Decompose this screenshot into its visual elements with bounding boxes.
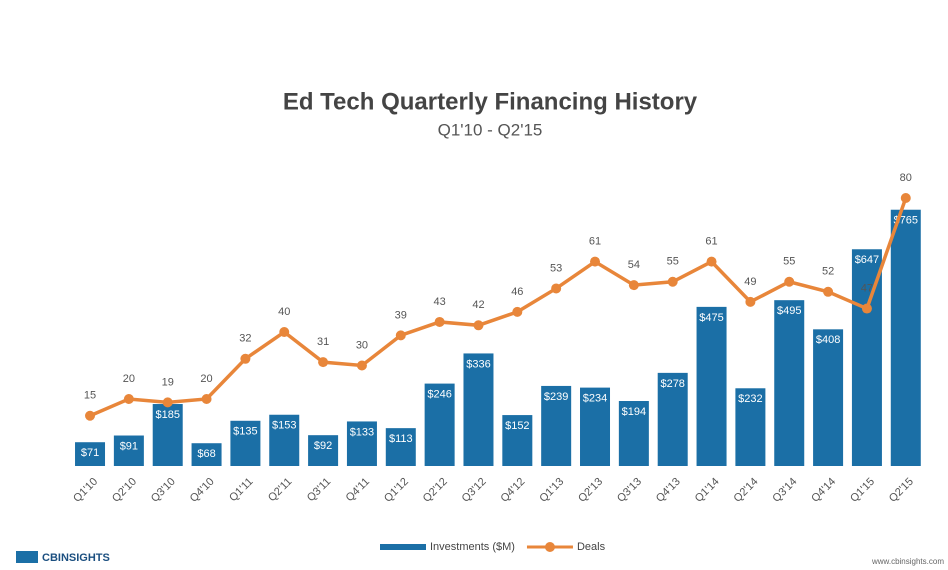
deals-label: 46 <box>511 286 523 298</box>
bar <box>191 443 222 466</box>
bar-value-label: $71 <box>81 447 99 459</box>
bar <box>308 435 339 466</box>
bar <box>851 249 882 466</box>
bar <box>580 387 611 466</box>
bar <box>75 442 106 466</box>
deals-label: 55 <box>783 256 795 268</box>
deals-point <box>861 303 872 314</box>
deals-point <box>85 410 96 421</box>
deals-point <box>162 397 173 408</box>
bar-value-label: $113 <box>389 433 413 445</box>
deals-label: 61 <box>705 236 717 248</box>
deals-label: 43 <box>434 296 446 308</box>
bar-value-label: $135 <box>233 426 257 438</box>
deals-point <box>201 394 212 404</box>
bar <box>463 353 494 466</box>
bar <box>890 209 921 466</box>
bar-value-label: $153 <box>272 420 296 432</box>
bar <box>269 414 300 466</box>
deals-label: 15 <box>84 390 96 402</box>
bar-value-label: $68 <box>197 448 215 460</box>
bar-value-label: $475 <box>699 312 723 324</box>
bar <box>424 383 455 466</box>
bar-value-label: $239 <box>544 391 568 403</box>
deals-point <box>706 256 717 267</box>
bar-value-label: $278 <box>660 378 684 390</box>
bar-value-label: $133 <box>350 426 374 438</box>
deals-point <box>473 320 484 331</box>
deals-point <box>745 296 756 307</box>
deals-label: 32 <box>239 333 251 345</box>
deals-point <box>318 357 329 368</box>
deals-point <box>628 280 639 291</box>
bar-value-label: $232 <box>738 393 762 405</box>
deals-label: 52 <box>822 266 834 278</box>
deals-point <box>356 360 367 371</box>
deals-point <box>240 353 251 364</box>
deals-label: 39 <box>395 309 407 321</box>
bar-value-label: $647 <box>855 254 879 266</box>
deals-point <box>667 276 678 287</box>
footer-url: www.cbinsights.com <box>871 557 944 566</box>
deals-point <box>434 316 445 327</box>
deals-point <box>784 276 795 287</box>
deals-line <box>89 197 908 418</box>
deals-point <box>123 394 134 404</box>
deals-label: 54 <box>628 259 640 271</box>
bar <box>541 385 572 466</box>
bar-value-label: $92 <box>314 440 332 452</box>
deals-point <box>279 327 290 337</box>
bar-value-label: $408 <box>816 334 840 346</box>
bar <box>696 306 727 466</box>
bar <box>385 428 416 466</box>
deals-label: 19 <box>162 376 174 388</box>
deals-point <box>590 256 601 267</box>
bar-value-label: $336 <box>466 358 490 370</box>
deals-label: 20 <box>123 373 135 385</box>
bar-value-label: $194 <box>622 406 646 418</box>
bar-value-label: $152 <box>505 420 529 432</box>
deals-label: 61 <box>589 236 601 248</box>
bar <box>346 421 377 466</box>
deals-point <box>900 193 911 203</box>
deals-label: 40 <box>278 306 290 318</box>
deals-point <box>512 306 523 317</box>
legend-label: Investments ($M) <box>430 541 515 553</box>
bar-value-label: $495 <box>777 305 801 317</box>
bar-value-label: $246 <box>427 388 451 400</box>
bar <box>618 401 649 466</box>
chart-title: Ed Tech Quarterly Financing History <box>283 88 698 115</box>
logo-icon <box>16 551 38 563</box>
deals-point <box>823 286 834 297</box>
bar <box>813 329 844 466</box>
legend-swatch <box>380 544 426 550</box>
deals-label: 55 <box>667 256 679 268</box>
chart-subtitle: Q1'10 - Q2'15 <box>438 120 543 139</box>
deals-point <box>395 330 406 341</box>
bar <box>774 300 805 466</box>
deals-label: 20 <box>200 373 212 385</box>
bar <box>657 372 688 466</box>
deals-label: 49 <box>744 276 756 288</box>
deals-point <box>551 283 562 294</box>
logo: CBINSIGHTS <box>42 552 110 564</box>
deals-label: 80 <box>900 172 912 184</box>
bar-value-label: $234 <box>583 393 607 405</box>
deals-label: 53 <box>550 262 562 274</box>
deals-label: 47 <box>861 282 873 294</box>
legend-label: Deals <box>577 541 606 553</box>
bar <box>113 435 144 466</box>
deals-label: 31 <box>317 336 329 348</box>
deals-label: 30 <box>356 339 368 351</box>
deals-label: 42 <box>472 299 484 311</box>
bar-value-label: $91 <box>120 440 138 452</box>
legend-swatch <box>544 542 555 552</box>
bar <box>230 420 261 466</box>
bar <box>152 404 183 466</box>
bar-value-label: $185 <box>155 409 179 421</box>
bar <box>735 388 766 466</box>
bar <box>502 415 533 466</box>
